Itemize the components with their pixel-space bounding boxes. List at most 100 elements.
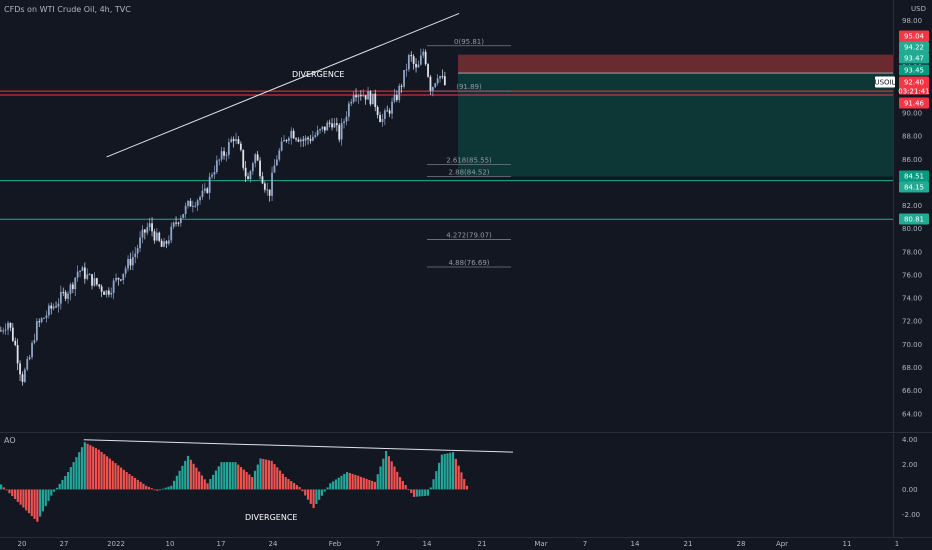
candle-body <box>141 229 144 238</box>
ao-bar <box>206 483 209 490</box>
candle-body <box>227 142 230 155</box>
ao-bar <box>181 465 184 490</box>
candle-body <box>211 174 213 177</box>
candle-body <box>311 136 314 141</box>
candle-body <box>287 138 290 141</box>
ao-bar <box>11 489 14 497</box>
symbol-badge-label: USOIL <box>874 79 895 87</box>
ao-bar <box>340 475 343 490</box>
price-tick-label: 98.00 <box>902 17 922 25</box>
candle-body <box>364 95 367 100</box>
candle-body <box>199 197 201 201</box>
candle-body <box>170 226 173 241</box>
ao-bar <box>103 454 106 490</box>
ao-bar <box>304 489 307 496</box>
candle-body <box>242 149 245 168</box>
candle-body <box>347 103 350 117</box>
ao-bar <box>396 471 399 490</box>
ao-bar <box>435 471 438 490</box>
ao-bar <box>172 480 176 490</box>
candle-body <box>328 122 331 124</box>
candle-body <box>335 123 338 126</box>
time-tick-label: 21 <box>684 540 693 548</box>
candle-body <box>424 51 427 65</box>
time-tick-label: 14 <box>423 540 432 548</box>
ao-bar <box>58 483 61 490</box>
ao-bar <box>401 481 404 490</box>
candle-body <box>254 154 257 164</box>
candle-body <box>350 101 353 104</box>
candle-body <box>292 130 295 139</box>
ao-bar <box>159 489 162 491</box>
ao-bar <box>284 477 287 490</box>
candle-body <box>158 232 161 241</box>
candle-body <box>19 363 21 375</box>
candle-body <box>45 315 48 318</box>
ao-bar <box>315 489 318 504</box>
candle-body <box>136 248 139 254</box>
ao-bar <box>78 452 81 490</box>
price-badge-label: 03:21:41 <box>898 88 929 96</box>
ao-bar <box>80 447 84 490</box>
candle-body <box>81 267 84 271</box>
candle-body <box>237 139 240 144</box>
ao-bar <box>136 479 139 490</box>
candle-body <box>326 122 329 131</box>
ao-bar <box>189 459 192 490</box>
candle-body <box>295 138 297 140</box>
ao-bar <box>111 460 114 490</box>
price-divergence-label: DIVERGENCE <box>292 70 344 79</box>
candle-body <box>283 140 285 142</box>
ao-bar <box>382 458 385 490</box>
ao-bar <box>248 474 251 490</box>
ao-bar <box>337 477 340 490</box>
ao-bar <box>175 475 178 490</box>
candle-body <box>314 135 317 137</box>
ao-bar <box>198 471 201 490</box>
candle-body <box>139 237 141 249</box>
ao-bar <box>429 487 432 490</box>
candle-body <box>2 330 5 332</box>
candle-body <box>352 95 355 102</box>
candle-body <box>86 274 89 279</box>
candle-body <box>261 176 264 184</box>
candle-body <box>76 271 79 278</box>
ao-bar <box>345 472 349 490</box>
indicator-label: AO <box>4 436 16 445</box>
candle-body <box>98 284 101 287</box>
ao-bar <box>371 480 374 490</box>
candle-body <box>88 274 91 276</box>
candle-body <box>436 78 439 84</box>
candle-body <box>203 188 206 191</box>
candle-body <box>419 55 422 65</box>
candle-body <box>153 231 156 241</box>
time-tick-label: 20 <box>18 540 27 548</box>
candle-body <box>263 183 266 190</box>
candle-body <box>355 95 357 98</box>
candle-body <box>391 101 393 114</box>
candle-body <box>400 85 403 87</box>
candle-body <box>412 56 415 64</box>
candle-body <box>43 317 45 319</box>
candle-body <box>225 154 228 156</box>
candle-body <box>151 223 153 232</box>
candle-body <box>259 160 261 177</box>
candle-body <box>165 241 168 244</box>
ao-bar <box>446 453 449 490</box>
fib-level-label: 4.88(76.69) <box>448 259 489 267</box>
candle-body <box>124 268 127 274</box>
ao-bar <box>373 482 377 490</box>
candle-body <box>278 150 281 160</box>
ao-bar <box>100 451 103 490</box>
ao-bar <box>114 463 117 490</box>
candle-body <box>422 51 425 56</box>
ao-bar <box>354 474 357 490</box>
time-tick-label: 11 <box>843 540 852 548</box>
ao-bar <box>170 485 173 490</box>
ao-bar <box>463 479 466 490</box>
candle-body <box>338 125 341 140</box>
candle-body <box>280 141 283 151</box>
ao-trend-line <box>83 439 514 453</box>
ao-bar <box>125 472 128 490</box>
